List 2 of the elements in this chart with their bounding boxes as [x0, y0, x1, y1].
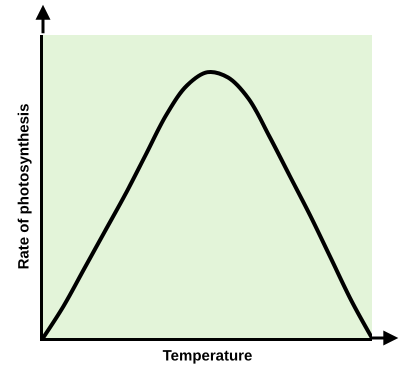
y-axis-title: Rate of photosynthesis: [15, 104, 32, 270]
x-axis-title: Temperature: [162, 347, 252, 364]
